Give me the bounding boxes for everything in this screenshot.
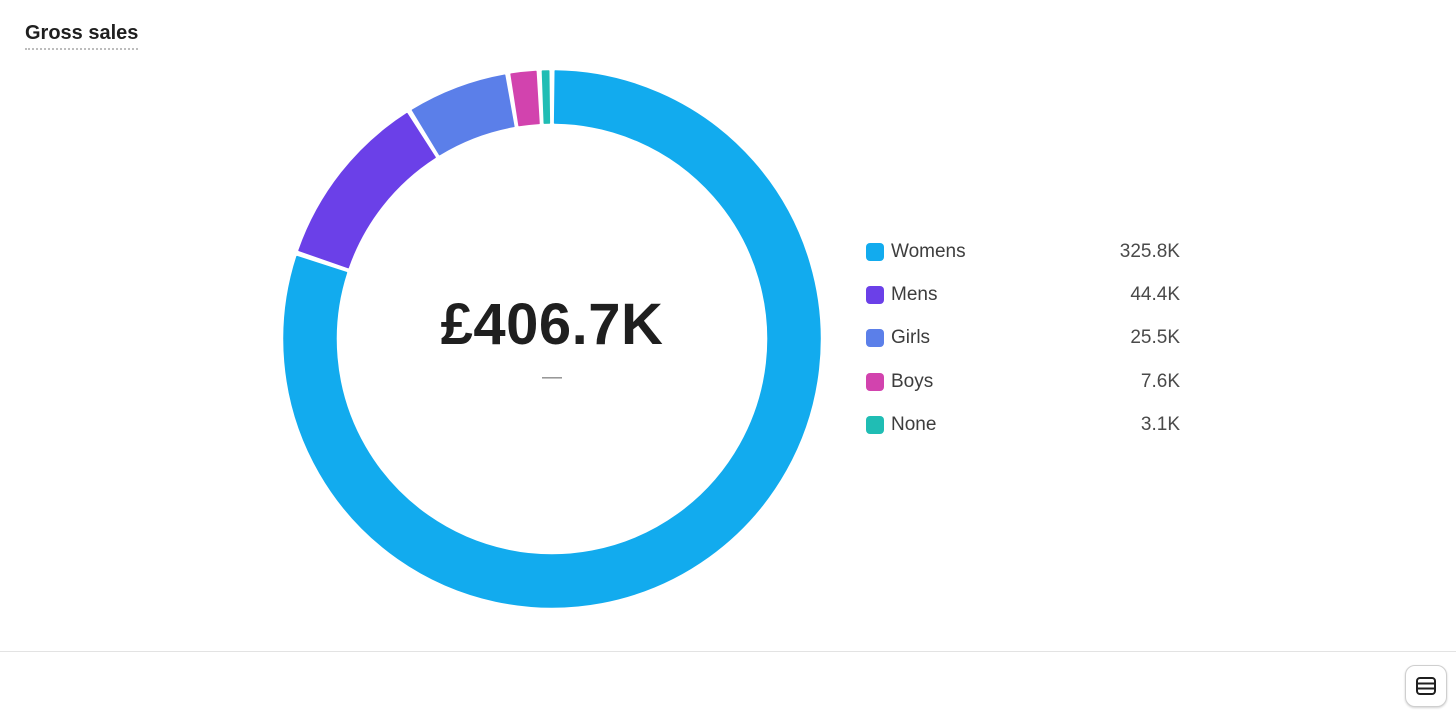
legend-item-none[interactable]: None 3.1K xyxy=(866,404,1180,447)
donut-slice-girls[interactable] xyxy=(411,74,515,156)
donut-slice-none[interactable] xyxy=(541,70,551,124)
legend-value: 44.4K xyxy=(1130,284,1180,306)
legend-item-womens[interactable]: Womens 325.8K xyxy=(866,230,1180,273)
total-value: £406.7K xyxy=(440,292,664,357)
donut-slice-boys[interactable] xyxy=(510,70,540,127)
legend-swatch xyxy=(866,242,884,261)
legend-swatch xyxy=(866,416,884,435)
legend-swatch xyxy=(866,372,884,391)
legend-item-boys[interactable]: Boys 7.6K xyxy=(866,360,1180,403)
legend-swatch xyxy=(866,329,884,348)
footer-divider xyxy=(0,651,1456,652)
table-view-button[interactable] xyxy=(1405,665,1447,707)
legend-value: 325.8K xyxy=(1119,240,1180,262)
legend-item-mens[interactable]: Mens 44.4K xyxy=(866,273,1180,316)
donut-slice-mens[interactable] xyxy=(298,112,436,269)
chart-legend: Womens 325.8K Mens 44.4K Girls 25.5K Boy… xyxy=(866,230,1180,447)
donut-chart xyxy=(283,70,821,608)
legend-value: 25.5K xyxy=(1130,327,1180,349)
legend-label: Boys xyxy=(891,370,934,392)
legend-swatch xyxy=(866,286,884,305)
chart-title[interactable]: Gross sales xyxy=(25,21,139,50)
donut-slice-womens[interactable] xyxy=(283,70,821,608)
comparison-value: — xyxy=(542,366,562,388)
legend-item-girls[interactable]: Girls 25.5K xyxy=(866,317,1180,360)
legend-label: None xyxy=(891,414,937,436)
legend-value: 3.1K xyxy=(1140,414,1180,436)
legend-label: Mens xyxy=(891,284,938,306)
legend-value: 7.6K xyxy=(1140,370,1180,392)
legend-label: Womens xyxy=(891,240,966,262)
legend-label: Girls xyxy=(891,327,931,349)
table-icon xyxy=(1416,677,1436,695)
